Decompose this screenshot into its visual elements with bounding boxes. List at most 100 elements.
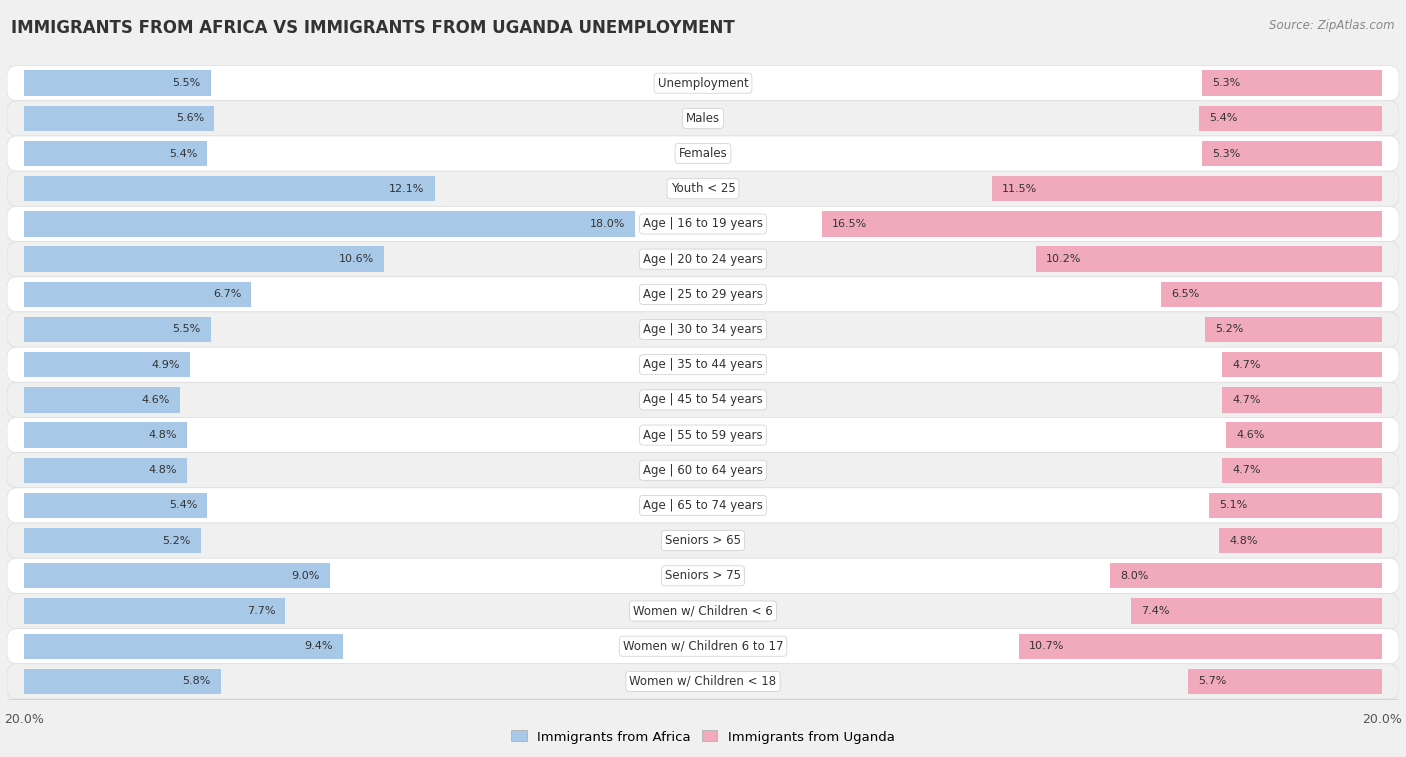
Text: 5.4%: 5.4%	[169, 500, 197, 510]
Bar	[24, 317, 211, 342]
Bar	[1019, 634, 1382, 659]
Text: 4.6%: 4.6%	[142, 395, 170, 405]
Text: Age | 65 to 74 years: Age | 65 to 74 years	[643, 499, 763, 512]
Text: Age | 25 to 29 years: Age | 25 to 29 years	[643, 288, 763, 301]
Text: 5.6%: 5.6%	[176, 114, 204, 123]
Text: Seniors > 75: Seniors > 75	[665, 569, 741, 582]
Bar	[24, 493, 207, 518]
Text: 5.3%: 5.3%	[1212, 78, 1240, 88]
FancyBboxPatch shape	[7, 101, 1399, 136]
Text: Age | 16 to 19 years: Age | 16 to 19 years	[643, 217, 763, 230]
FancyBboxPatch shape	[7, 488, 1399, 523]
Text: 6.5%: 6.5%	[1171, 289, 1199, 299]
Text: Age | 45 to 54 years: Age | 45 to 54 years	[643, 394, 763, 407]
Bar	[24, 634, 343, 659]
FancyBboxPatch shape	[7, 171, 1399, 207]
Text: 5.5%: 5.5%	[173, 325, 201, 335]
Bar	[1202, 141, 1382, 167]
Bar	[24, 176, 434, 201]
Text: Age | 60 to 64 years: Age | 60 to 64 years	[643, 464, 763, 477]
Text: 12.1%: 12.1%	[389, 184, 425, 194]
Text: 16.5%: 16.5%	[832, 219, 868, 229]
FancyBboxPatch shape	[7, 558, 1399, 593]
Text: Age | 20 to 24 years: Age | 20 to 24 years	[643, 253, 763, 266]
FancyBboxPatch shape	[7, 664, 1399, 699]
FancyBboxPatch shape	[7, 241, 1399, 277]
FancyBboxPatch shape	[7, 347, 1399, 382]
Bar	[1226, 422, 1382, 447]
Bar	[24, 70, 211, 96]
FancyBboxPatch shape	[7, 593, 1399, 628]
Bar	[24, 668, 221, 694]
FancyBboxPatch shape	[7, 136, 1399, 171]
Bar	[24, 528, 201, 553]
Text: 7.7%: 7.7%	[246, 606, 276, 616]
Text: 9.0%: 9.0%	[291, 571, 319, 581]
Bar	[24, 352, 190, 377]
Text: 4.8%: 4.8%	[148, 430, 177, 440]
Text: Women w/ Children < 6: Women w/ Children < 6	[633, 605, 773, 618]
FancyBboxPatch shape	[7, 382, 1399, 417]
Text: Unemployment: Unemployment	[658, 76, 748, 89]
Text: 4.8%: 4.8%	[148, 466, 177, 475]
Text: 4.7%: 4.7%	[1233, 395, 1261, 405]
Bar	[991, 176, 1382, 201]
FancyBboxPatch shape	[7, 523, 1399, 558]
Text: Age | 55 to 59 years: Age | 55 to 59 years	[643, 428, 763, 441]
Text: 5.1%: 5.1%	[1219, 500, 1247, 510]
Bar	[1202, 70, 1382, 96]
Text: 5.8%: 5.8%	[183, 677, 211, 687]
Bar	[1222, 352, 1382, 377]
Text: 5.3%: 5.3%	[1212, 148, 1240, 158]
Bar	[24, 211, 636, 237]
FancyBboxPatch shape	[7, 207, 1399, 241]
Bar	[24, 106, 214, 131]
Bar	[24, 282, 252, 307]
Text: 10.7%: 10.7%	[1029, 641, 1064, 651]
Bar	[24, 422, 187, 447]
Text: 10.2%: 10.2%	[1046, 254, 1081, 264]
Bar	[1205, 317, 1382, 342]
Bar	[823, 211, 1382, 237]
Text: 5.4%: 5.4%	[1209, 114, 1237, 123]
Text: 5.7%: 5.7%	[1199, 677, 1227, 687]
Text: 5.5%: 5.5%	[173, 78, 201, 88]
FancyBboxPatch shape	[7, 417, 1399, 453]
Text: 18.0%: 18.0%	[589, 219, 624, 229]
Text: 7.4%: 7.4%	[1140, 606, 1170, 616]
Bar	[1222, 457, 1382, 483]
Text: Women w/ Children 6 to 17: Women w/ Children 6 to 17	[623, 640, 783, 653]
Bar	[1219, 528, 1382, 553]
Bar	[24, 141, 207, 167]
Text: 4.8%: 4.8%	[1229, 536, 1258, 546]
FancyBboxPatch shape	[7, 628, 1399, 664]
Legend: Immigrants from Africa, Immigrants from Uganda: Immigrants from Africa, Immigrants from …	[512, 731, 894, 743]
Text: 11.5%: 11.5%	[1001, 184, 1038, 194]
Text: 4.7%: 4.7%	[1233, 466, 1261, 475]
Bar	[1209, 493, 1382, 518]
FancyBboxPatch shape	[7, 312, 1399, 347]
Text: Source: ZipAtlas.com: Source: ZipAtlas.com	[1270, 19, 1395, 32]
Text: Age | 35 to 44 years: Age | 35 to 44 years	[643, 358, 763, 371]
FancyBboxPatch shape	[7, 277, 1399, 312]
Text: Women w/ Children < 18: Women w/ Children < 18	[630, 675, 776, 688]
FancyBboxPatch shape	[7, 453, 1399, 488]
Bar	[1199, 106, 1382, 131]
Text: 8.0%: 8.0%	[1121, 571, 1149, 581]
Bar	[24, 598, 285, 624]
Text: Youth < 25: Youth < 25	[671, 182, 735, 195]
Text: Seniors > 65: Seniors > 65	[665, 534, 741, 547]
Text: Females: Females	[679, 147, 727, 160]
Bar	[24, 247, 384, 272]
Text: 4.7%: 4.7%	[1233, 360, 1261, 369]
Bar	[1130, 598, 1382, 624]
Text: 9.4%: 9.4%	[305, 641, 333, 651]
Bar	[1111, 563, 1382, 588]
Text: 5.4%: 5.4%	[169, 148, 197, 158]
Bar	[24, 563, 329, 588]
Text: Males: Males	[686, 112, 720, 125]
Text: 5.2%: 5.2%	[1216, 325, 1244, 335]
Text: IMMIGRANTS FROM AFRICA VS IMMIGRANTS FROM UGANDA UNEMPLOYMENT: IMMIGRANTS FROM AFRICA VS IMMIGRANTS FRO…	[11, 19, 735, 37]
Bar	[24, 388, 180, 413]
FancyBboxPatch shape	[7, 66, 1399, 101]
